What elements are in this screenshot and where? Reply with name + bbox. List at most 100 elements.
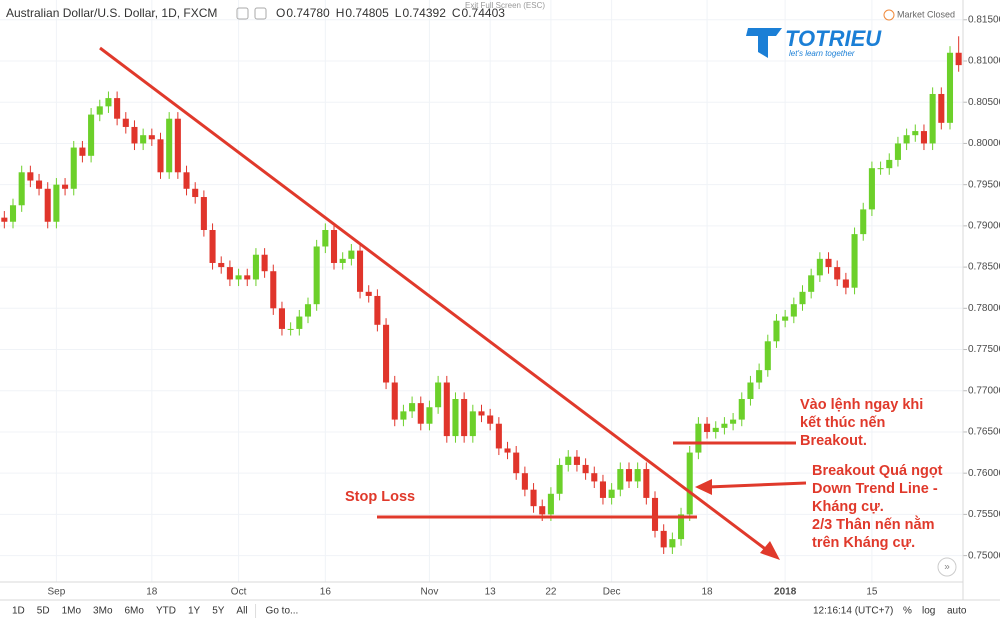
candle-body xyxy=(209,229,216,263)
candle-body xyxy=(747,382,754,399)
candle-body xyxy=(235,275,242,280)
candle-body xyxy=(348,250,355,259)
candle-body xyxy=(96,106,103,115)
candles xyxy=(1,36,962,554)
pointer-arrow xyxy=(707,481,807,489)
range-button[interactable]: YTD xyxy=(156,606,176,617)
candle-body xyxy=(660,530,667,548)
candle-body xyxy=(513,452,520,474)
x-tick-label: 22 xyxy=(545,587,557,598)
candle-body xyxy=(183,172,190,189)
x-tick-label: Dec xyxy=(603,587,621,598)
range-button[interactable]: 1Y xyxy=(188,606,201,617)
logo-name: TOTRIEU xyxy=(785,26,882,51)
candle-body xyxy=(573,456,580,465)
candle-body xyxy=(816,258,823,276)
breakout-note: Kháng cự. xyxy=(812,499,884,515)
candle-body xyxy=(955,52,962,66)
ohlc-key: C xyxy=(452,6,461,20)
breakout-note: Breakout Quá ngọt xyxy=(812,463,943,479)
x-tick-label: Nov xyxy=(421,587,439,598)
option-button[interactable]: % xyxy=(903,606,912,617)
candle-body xyxy=(608,489,615,498)
candle-body xyxy=(18,172,25,206)
candle-body xyxy=(469,411,476,437)
candle-body xyxy=(252,254,259,280)
candle-body xyxy=(131,126,138,144)
x-tick-label: 2018 xyxy=(774,587,797,598)
x-tick-label: 13 xyxy=(485,587,497,598)
range-button[interactable]: 5Y xyxy=(212,606,225,617)
candle-body xyxy=(218,262,225,268)
candle-body xyxy=(738,398,745,420)
candle-body xyxy=(278,308,285,329)
candle-body xyxy=(912,131,919,136)
candle-body xyxy=(903,135,910,144)
candle-body xyxy=(825,258,832,268)
candle-body xyxy=(200,197,207,230)
ohlc: O 0.74780 H 0.74805 L 0.74392 C 0.74403 xyxy=(276,6,505,20)
range-button[interactable]: 1Mo xyxy=(62,606,82,617)
candle-body xyxy=(634,469,641,482)
candle-body xyxy=(834,267,841,280)
logo-icon xyxy=(746,28,782,58)
candle-body xyxy=(591,473,598,482)
candle-body xyxy=(678,514,685,540)
range-button[interactable]: 1D xyxy=(12,606,25,617)
entry-note: Vào lệnh ngay khi xyxy=(800,397,923,413)
candle-body xyxy=(756,370,763,383)
candle-body xyxy=(322,229,329,247)
candle-body xyxy=(556,464,563,494)
candle-body xyxy=(504,448,511,453)
option-button[interactable]: auto xyxy=(947,606,967,617)
candle-body xyxy=(625,469,633,482)
range-button[interactable]: 5D xyxy=(37,606,50,617)
candle-body xyxy=(36,180,43,189)
x-tick-label: 18 xyxy=(146,587,158,598)
range-button[interactable]: 3Mo xyxy=(93,606,113,617)
candle-body xyxy=(487,415,494,424)
candle-body xyxy=(122,118,129,127)
option-button[interactable]: log xyxy=(922,606,935,617)
candle-body xyxy=(339,258,346,263)
candle-body xyxy=(799,291,806,305)
candle-body xyxy=(521,473,528,490)
x-tick-label: 16 xyxy=(320,587,332,598)
candle-body xyxy=(313,246,320,305)
candle-body xyxy=(929,93,936,144)
candle-body xyxy=(539,506,546,515)
icon xyxy=(236,7,249,20)
ohlc-key: L xyxy=(395,6,402,20)
goto-button[interactable]: Go to... xyxy=(266,606,299,617)
breakout-note: trên Kháng cự. xyxy=(812,535,915,551)
candle-body xyxy=(270,271,277,309)
entry-note: kết thúc nến xyxy=(800,415,885,431)
range-button[interactable]: 6Mo xyxy=(125,606,145,617)
candle-body xyxy=(695,423,702,453)
candle-body xyxy=(547,493,554,515)
x-tick-label: 15 xyxy=(866,587,878,598)
exit-fullscreen[interactable]: Exit Full Screen (ESC) xyxy=(465,1,545,10)
x-tick-label: Oct xyxy=(231,587,247,598)
icon xyxy=(254,7,267,20)
candle-body xyxy=(296,316,303,329)
candle-body xyxy=(383,324,390,383)
candle-body xyxy=(495,423,502,449)
range-button[interactable]: All xyxy=(236,606,247,617)
candle-body xyxy=(452,398,459,437)
candle-body xyxy=(599,481,606,498)
trend-line xyxy=(99,46,769,553)
candle-body xyxy=(721,423,728,428)
candle-body xyxy=(651,497,659,531)
scroll-button[interactable] xyxy=(937,557,957,577)
candle-body xyxy=(53,184,60,222)
